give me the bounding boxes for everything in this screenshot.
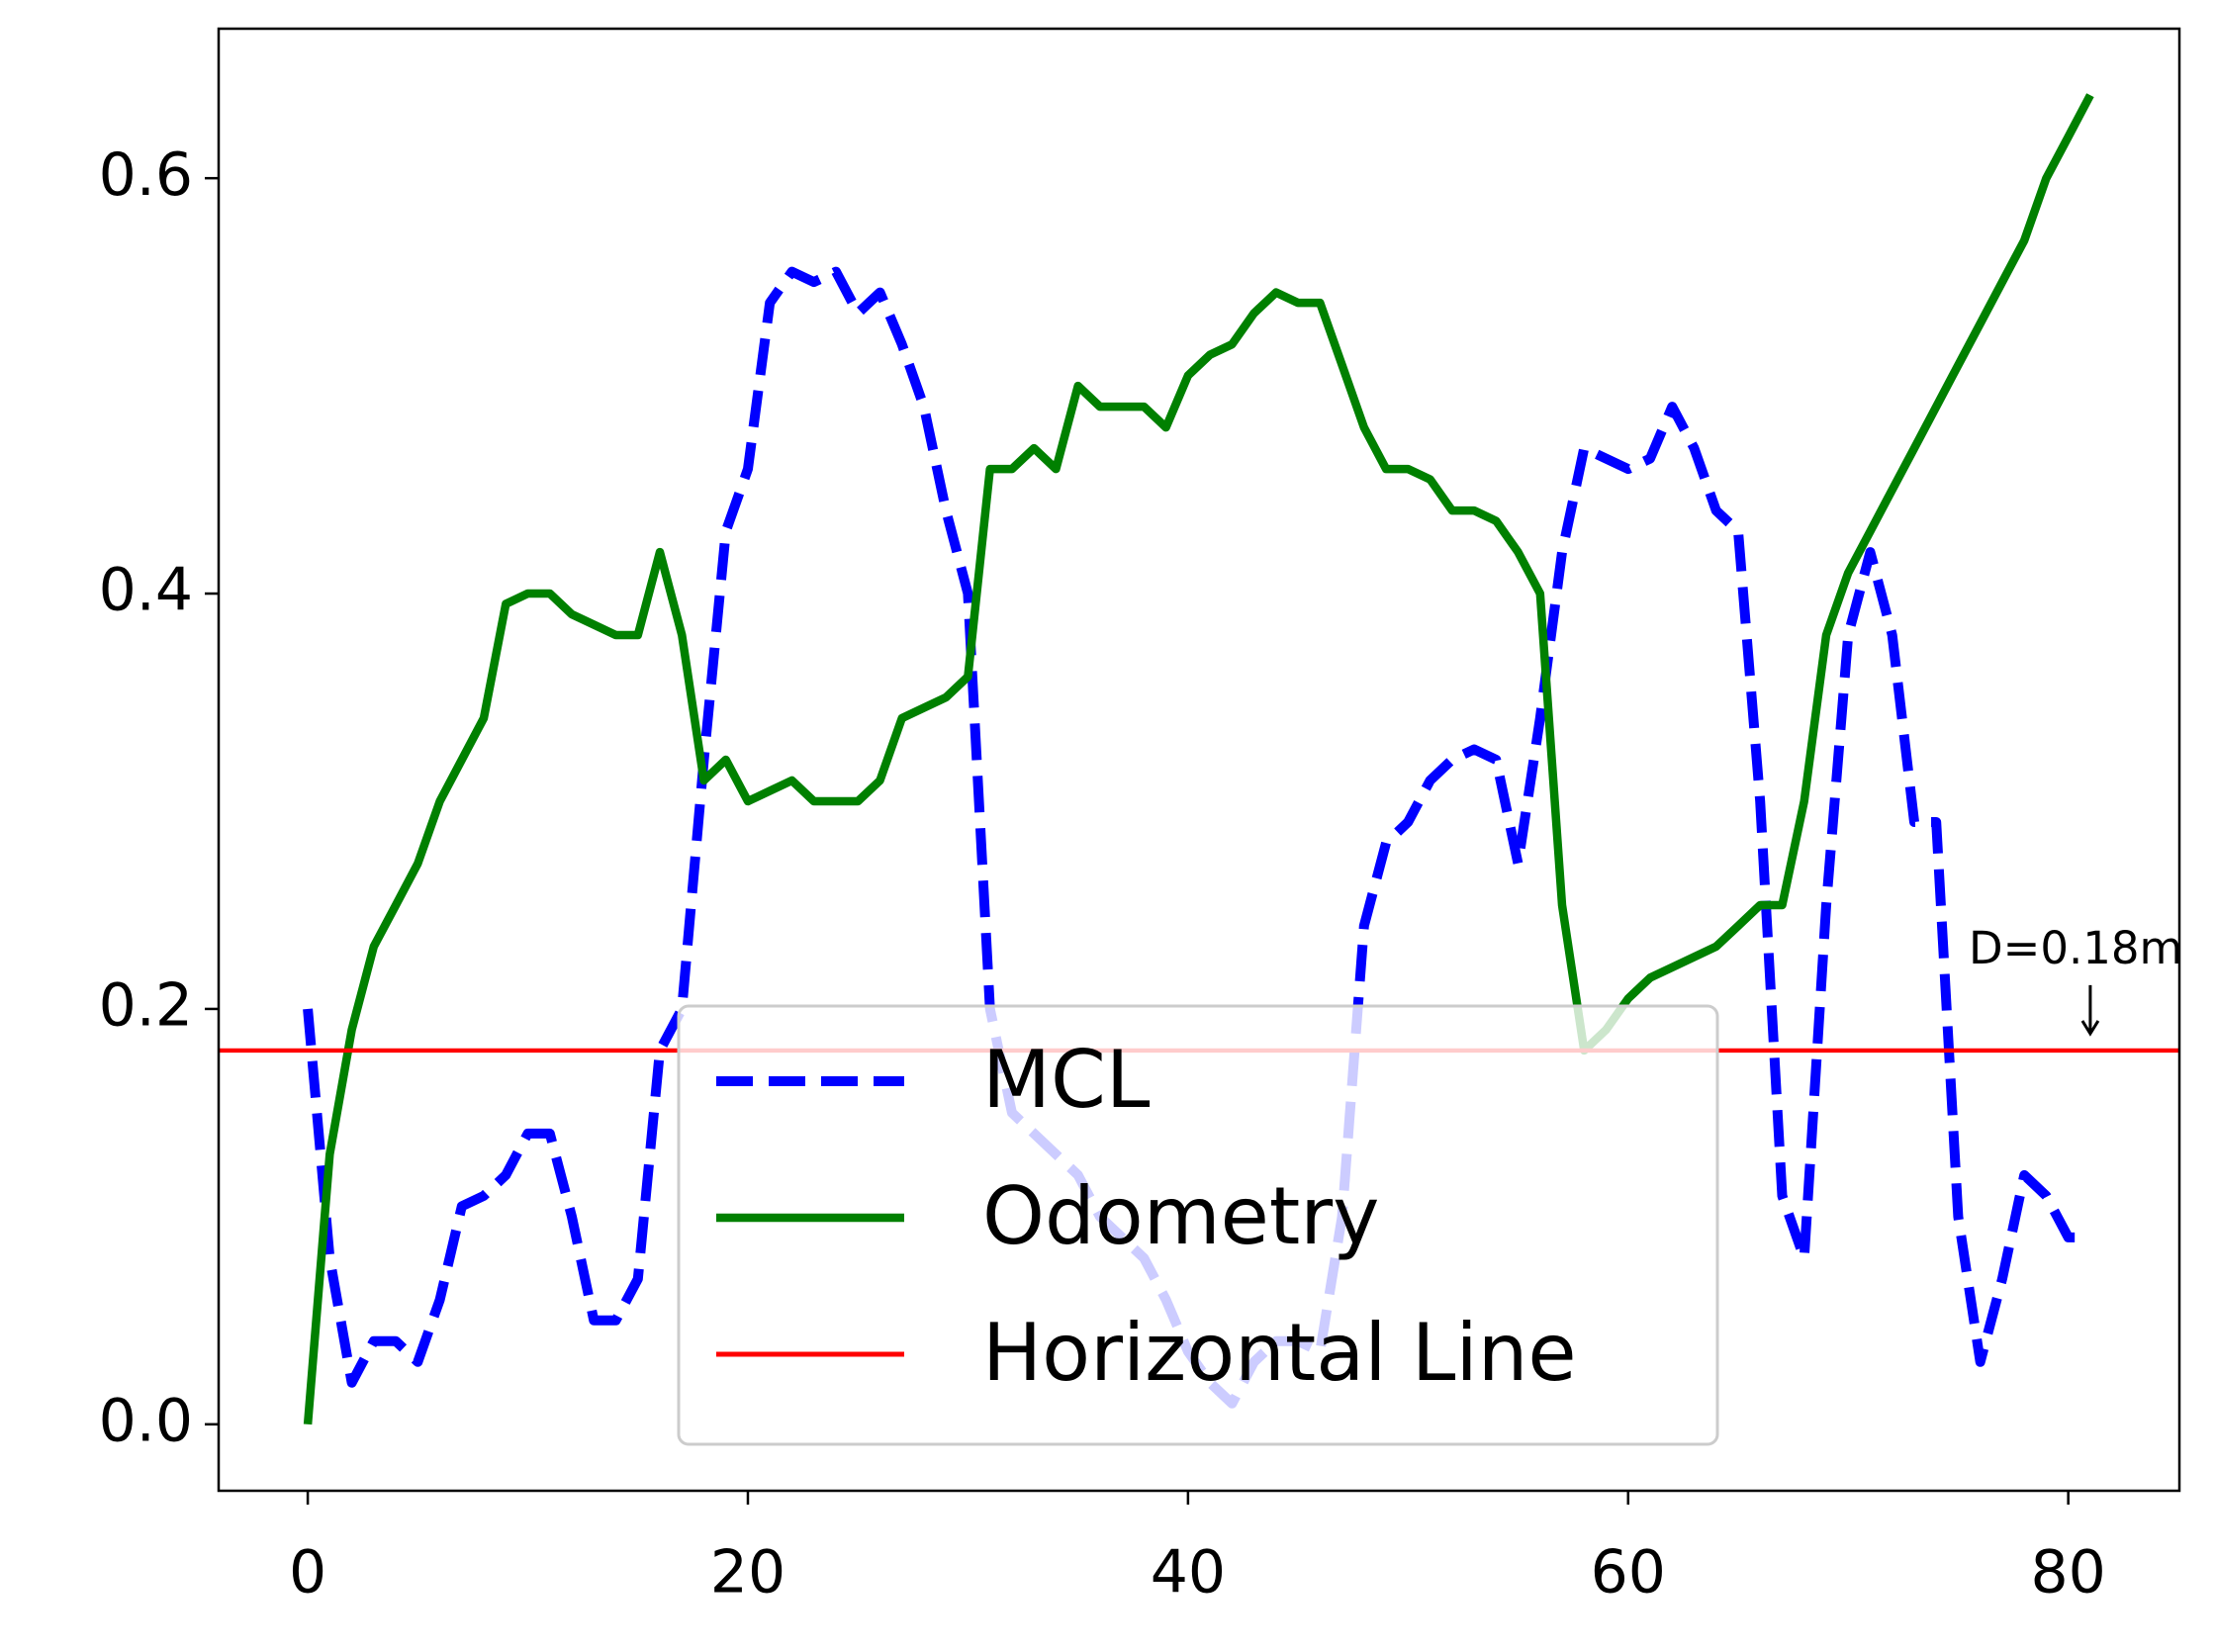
legend-label: MCL (982, 1034, 1151, 1126)
x-tick-label: 20 (710, 1538, 785, 1607)
y-tick-label: 0.2 (99, 971, 193, 1041)
x-tick-label: 80 (2030, 1538, 2105, 1607)
x-tick-label: 40 (1151, 1538, 1226, 1607)
y-tick-label: 0.0 (99, 1386, 193, 1455)
annotation: D=0.18m (1969, 922, 2182, 974)
x-tick-label: 0 (289, 1538, 326, 1607)
x-tick-label: 60 (1591, 1538, 1666, 1607)
legend-box (677, 1004, 1719, 1446)
plot-frame (217, 27, 2181, 1493)
series-line (303, 93, 2094, 1425)
annotation-arrow (2080, 984, 2100, 1037)
y-tick-label: 0.4 (99, 556, 193, 625)
legend-label: Odometry (982, 1170, 1379, 1262)
y-tick-label: 0.6 (99, 140, 193, 210)
legend-label: Horizontal Line (982, 1307, 1577, 1399)
